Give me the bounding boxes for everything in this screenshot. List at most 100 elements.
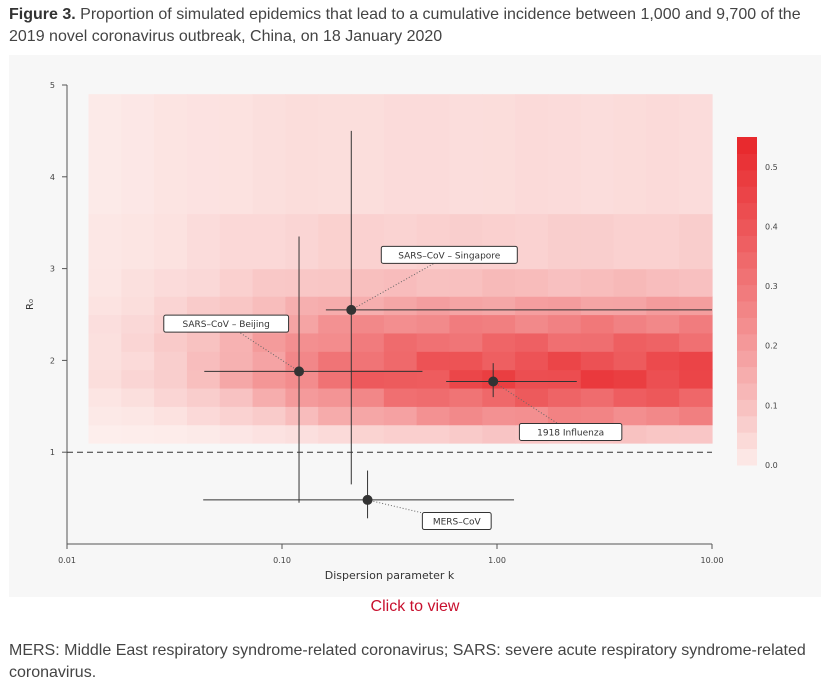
- heatmap-cell: [318, 332, 352, 352]
- heatmap-cell: [154, 351, 188, 371]
- heatmap-cell: [482, 406, 516, 426]
- heatmap-cell: [646, 424, 680, 444]
- click-to-view-link[interactable]: Click to view: [370, 598, 460, 615]
- x-tick-label: 1.00: [488, 556, 506, 565]
- heatmap-cell: [252, 387, 286, 407]
- heatmap-cell: [186, 296, 221, 316]
- heatmap-cell: [482, 351, 516, 371]
- point-label-box: [163, 314, 290, 333]
- heatmap-cell: [318, 424, 352, 444]
- heatmap-cell: [285, 94, 319, 215]
- heatmap-cell: [252, 369, 286, 389]
- heatmap-cell: [613, 314, 647, 334]
- heatmap-cell: [121, 332, 155, 352]
- heatmap-cell: [580, 268, 615, 297]
- heatmap-cell: [416, 268, 451, 297]
- heatmap-cell: [88, 213, 122, 270]
- data-point: [362, 494, 373, 505]
- heatmap-cell: [351, 94, 385, 215]
- heatmap-cell: [285, 213, 319, 270]
- heatmap-cell: [351, 424, 385, 444]
- heatmap-cell: [318, 94, 352, 215]
- heatmap-cell: [679, 314, 713, 334]
- x-axis-title: Dispersion parameter k: [325, 569, 455, 582]
- colorbar-tick-label: 0.1: [765, 401, 778, 410]
- heatmap-cell: [383, 387, 418, 407]
- heatmap-cell: [515, 387, 549, 407]
- heatmap-cell: [252, 94, 286, 215]
- heatmap-cell: [613, 213, 647, 270]
- heatmap-cell: [646, 268, 680, 297]
- heatmap-cell: [482, 369, 516, 389]
- heatmap-cell: [547, 314, 582, 334]
- colorbar-segment: [737, 251, 757, 269]
- heatmap-cell: [646, 94, 680, 215]
- heatmap-cell: [88, 369, 122, 389]
- y-tick-label: 5: [50, 81, 55, 90]
- colorbar-segment: [737, 333, 757, 351]
- heatmap-cell: [219, 94, 254, 215]
- heatmap-cell: [547, 268, 582, 297]
- label-leader: [367, 499, 457, 522]
- colorbar-tick-label: 0.0: [765, 461, 778, 470]
- point-label-box: [421, 512, 492, 531]
- heatmap-cell: [449, 296, 483, 316]
- heatmap-cell: [121, 314, 155, 334]
- heatmap-cell: [547, 387, 582, 407]
- colorbar-segment: [737, 383, 757, 400]
- heatmap-cell: [613, 94, 647, 215]
- heatmap-cell: [646, 369, 680, 389]
- heatmap-cell: [580, 213, 615, 270]
- heatmap-cell: [88, 351, 122, 371]
- colorbar-segment: [737, 186, 757, 204]
- heatmap-cell: [646, 213, 680, 270]
- heatmap-cell: [88, 424, 122, 444]
- heatmap-cell: [351, 369, 385, 389]
- heatmap-cell: [383, 369, 418, 389]
- heatmap-cell: [351, 314, 385, 334]
- heatmap-cell: [547, 332, 582, 352]
- heatmap-cell: [482, 268, 516, 297]
- heatmap-cell: [219, 351, 254, 371]
- colorbar-segment: [737, 317, 757, 335]
- heatmap-cell: [88, 387, 122, 407]
- label-leader: [351, 254, 450, 311]
- caption-text: Proportion of simulated epidemics that l…: [9, 6, 801, 45]
- heatmap-cell: [318, 406, 352, 426]
- heatmap-cell: [613, 268, 647, 297]
- heatmap-cell: [186, 406, 221, 426]
- heatmap-cell: [547, 296, 582, 316]
- heatmap-cell: [154, 332, 188, 352]
- heatmap-cell: [318, 351, 352, 371]
- heatmap-cell: [318, 296, 352, 316]
- heatmap-cell: [449, 268, 483, 297]
- heatmap-cell: [154, 424, 188, 444]
- heatmap-cell: [482, 94, 516, 215]
- heatmap-cell: [515, 94, 549, 215]
- heatmap-cell: [219, 296, 254, 316]
- heatmap-cell: [219, 369, 254, 389]
- figure-footnote: MERS: Middle East respiratory syndrome-r…: [9, 642, 806, 681]
- heatmap-cell: [186, 94, 221, 215]
- heatmap-cell: [416, 332, 451, 352]
- heatmap-cell: [416, 406, 451, 426]
- point-label-box: [518, 423, 623, 442]
- data-point: [294, 366, 305, 377]
- heatmap-cell: [482, 424, 516, 444]
- heatmap-cell: [285, 296, 319, 316]
- heatmap-cell: [515, 213, 549, 270]
- y-tick-label: 3: [50, 265, 55, 274]
- heatmap-cell: [285, 332, 319, 352]
- colorbar-segment: [737, 169, 757, 187]
- colorbar-segment: [737, 415, 757, 433]
- colorbar-segment: [737, 153, 757, 171]
- heatmap-cell: [351, 387, 385, 407]
- heatmap-cell: [88, 94, 122, 215]
- figure-panel[interactable]: 1 2 3 4 5 0.01 0.10 1.00 10.00 Dispersion paramet…: [9, 55, 821, 597]
- heatmap-cell: [515, 314, 549, 334]
- heatmap-cell: [613, 332, 647, 352]
- heatmap-cell: [416, 351, 451, 371]
- caption-label: Figure 3.: [9, 6, 76, 23]
- heatmap-cell: [679, 424, 713, 444]
- heatmap-cell: [646, 332, 680, 352]
